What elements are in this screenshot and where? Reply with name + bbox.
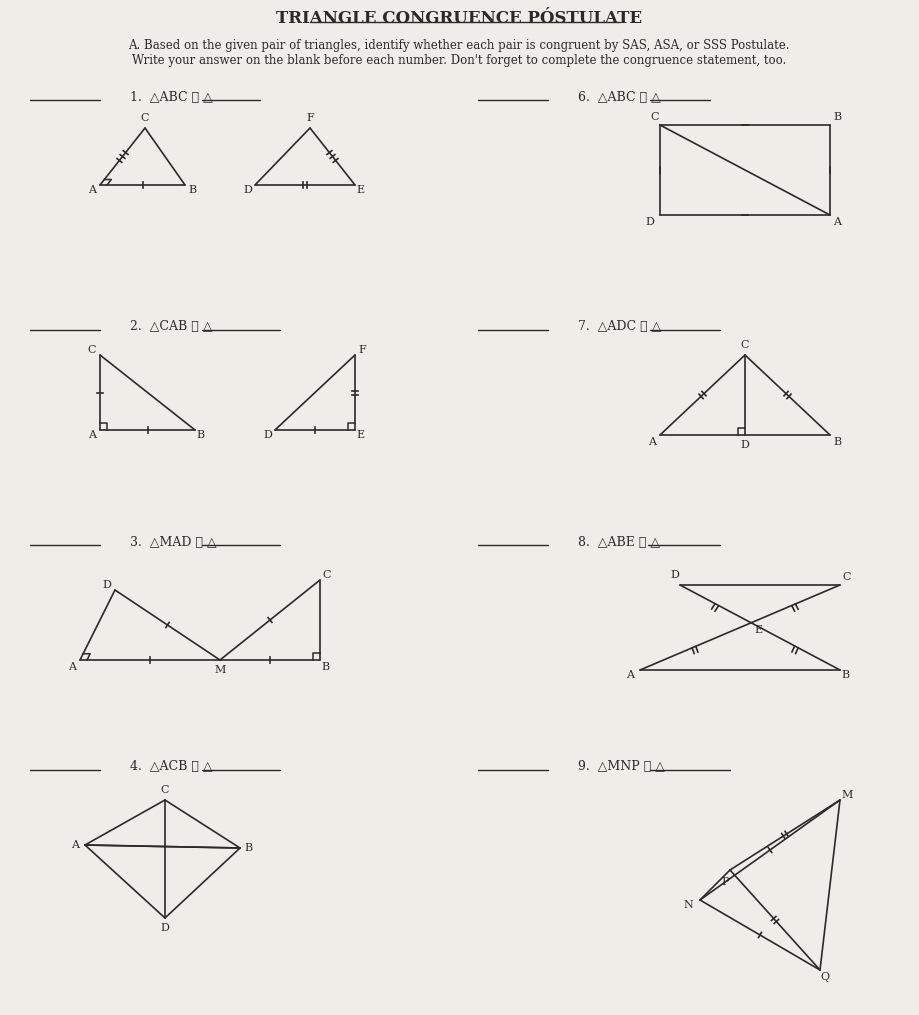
Text: C: C xyxy=(843,572,851,582)
Text: P: P xyxy=(721,877,729,887)
Text: B: B xyxy=(321,662,329,672)
Text: TRIANGLE CONGRUENCE PÓSTULATE: TRIANGLE CONGRUENCE PÓSTULATE xyxy=(276,9,642,26)
Text: A: A xyxy=(88,185,96,195)
Text: 2.  △CAB ≅ △: 2. △CAB ≅ △ xyxy=(130,321,212,334)
Text: D: D xyxy=(161,923,169,933)
Text: D: D xyxy=(645,217,654,227)
Text: B: B xyxy=(841,670,849,680)
Text: 4.  △ACB ≅ △: 4. △ACB ≅ △ xyxy=(130,760,212,773)
Text: D: D xyxy=(264,430,272,439)
Text: A: A xyxy=(68,662,76,672)
Text: 9.  △MNP ≅ △: 9. △MNP ≅ △ xyxy=(578,760,664,773)
Text: 6.  △ABC ≅ △: 6. △ABC ≅ △ xyxy=(578,90,661,104)
Text: A: A xyxy=(833,217,841,227)
Text: 3.  △MAD ≅ △: 3. △MAD ≅ △ xyxy=(130,536,217,548)
Text: 8.  △ABE ≅ △: 8. △ABE ≅ △ xyxy=(578,536,660,548)
Text: C: C xyxy=(651,112,659,122)
Text: E: E xyxy=(754,625,762,635)
Text: E: E xyxy=(356,185,364,195)
Text: C: C xyxy=(141,113,149,123)
Text: A: A xyxy=(648,437,656,447)
Text: C: C xyxy=(323,570,331,580)
Text: A: A xyxy=(71,840,79,850)
Text: 1.  △ABC ≅ △: 1. △ABC ≅ △ xyxy=(130,90,213,104)
Text: Q: Q xyxy=(821,972,830,982)
Text: F: F xyxy=(306,113,314,123)
Text: D: D xyxy=(244,185,253,195)
Text: M: M xyxy=(841,790,853,800)
Text: F: F xyxy=(358,345,366,355)
Text: D: D xyxy=(741,439,749,450)
Text: A: A xyxy=(88,430,96,439)
Text: C: C xyxy=(161,785,169,795)
Text: D: D xyxy=(671,570,679,580)
Text: E: E xyxy=(356,430,364,439)
Text: B: B xyxy=(244,843,252,853)
Text: N: N xyxy=(683,900,693,910)
Text: M: M xyxy=(214,665,226,675)
Text: 7.  △ADC ≅ △: 7. △ADC ≅ △ xyxy=(578,321,662,334)
Text: D: D xyxy=(103,580,111,590)
Text: C: C xyxy=(741,340,749,350)
Text: Write your answer on the blank before each number. Don't forget to complete the : Write your answer on the blank before ea… xyxy=(131,54,786,67)
Text: A: A xyxy=(626,670,634,680)
Text: C: C xyxy=(87,345,96,355)
Text: B: B xyxy=(188,185,196,195)
Text: B: B xyxy=(196,430,204,439)
Text: B: B xyxy=(833,112,841,122)
Text: A. Based on the given pair of triangles, identify whether each pair is congruent: A. Based on the given pair of triangles,… xyxy=(129,39,789,52)
Text: B: B xyxy=(833,437,841,447)
